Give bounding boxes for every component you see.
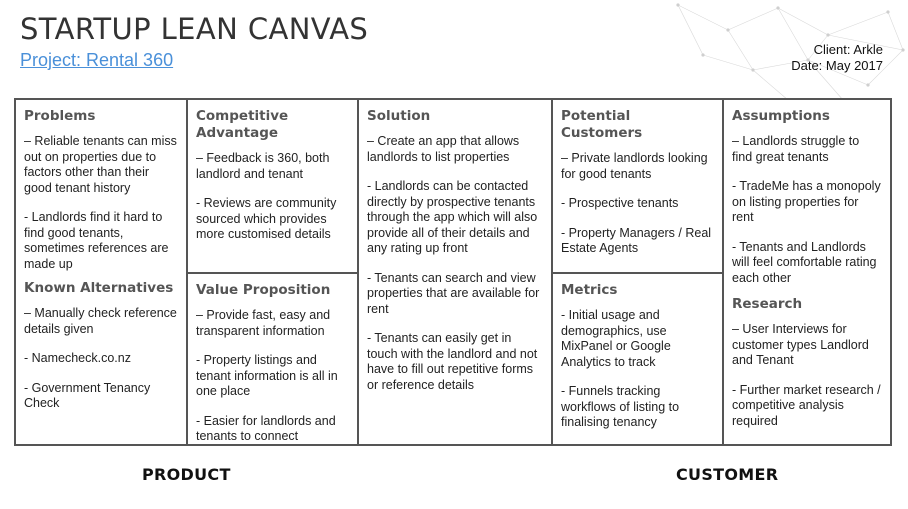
assumptions-section: Assumptions – Landlords struggle to find… [722, 100, 890, 444]
problems-title: Problems [24, 108, 96, 124]
solution-section: Solution – Create an app that allows lan… [357, 100, 551, 444]
potential-customers-item: - Prospective tenants [561, 196, 679, 210]
metrics-title: Metrics [561, 282, 618, 298]
problems-section: Problems – Reliable tenants can miss out… [16, 100, 186, 444]
value-proposition-item: - Easier for landlords and tenants to co… [196, 413, 336, 444]
value-proposition-item: - Property listings and tenant informati… [196, 353, 338, 398]
competitive-advantage-item: – Feedback is 360, both landlord and ten… [196, 151, 330, 181]
competitive-advantage-item: - Reviews are community sourced which pr… [196, 196, 337, 241]
customer-label: CUSTOMER [676, 465, 779, 484]
network-decoration [676, 3, 905, 102]
solution-title: Solution [367, 108, 431, 124]
potential-customers-title: Potential Customers [561, 108, 643, 141]
page-title: STARTUP LEAN CANVAS [20, 12, 369, 46]
research-title: Research [732, 296, 803, 312]
metrics-section: Metrics - Initial usage and demographics… [551, 272, 722, 444]
value-proposition-title: Value Proposition [196, 282, 331, 298]
assumptions-item: - Tenants and Landlords will feel comfor… [732, 239, 877, 285]
solution-item: - Tenants can easily get in touch with t… [367, 331, 538, 392]
known-alternatives-title: Known Alternatives [24, 280, 174, 296]
competitive-advantage-section: Competitive Advantage – Feedback is 360,… [186, 100, 357, 272]
potential-customers-item: – Private landlords looking for good ten… [561, 151, 708, 181]
research-item: - Further market research / competitive … [732, 382, 881, 428]
lean-canvas: Problems – Reliable tenants can miss out… [14, 98, 892, 446]
problems-item: - Landlords find it hard to find good te… [24, 210, 169, 271]
value-proposition-section: Value Proposition – Provide fast, easy a… [186, 272, 357, 444]
assumptions-item: – Landlords struggle to find great tenan… [732, 134, 860, 164]
assumptions-item: - TradeMe has a monopoly on listing prop… [732, 179, 881, 224]
potential-customers-section: Potential Customers – Private landlords … [551, 100, 722, 272]
solution-item: - Landlords can be contacted directly by… [367, 179, 538, 255]
value-proposition-item: – Provide fast, easy and transparent inf… [196, 308, 331, 338]
known-alternatives-item: - Government Tenancy Check [24, 380, 151, 411]
project-link[interactable]: Project: Rental 360 [20, 50, 174, 70]
potential-customers-item: - Property Managers / Real Estate Agents [561, 225, 712, 256]
meta-info: Client: Arkle Date: May 2017 [791, 42, 883, 74]
solution-item: – Create an app that allows landlords to… [367, 134, 520, 164]
known-alternatives-item: – Manually check reference details given [24, 306, 177, 336]
metrics-item: - Funnels tracking workflows of listing … [561, 384, 680, 429]
research-item: – User Interviews for customer types Lan… [732, 322, 869, 367]
metrics-item: - Initial usage and demographics, use Mi… [561, 308, 671, 369]
assumptions-title: Assumptions [732, 108, 830, 124]
client-label: Client: Arkle [813, 42, 883, 57]
problems-item: – Reliable tenants can miss out on prope… [24, 134, 177, 195]
product-label: PRODUCT [142, 465, 231, 484]
date-label: Date: May 2017 [791, 58, 883, 73]
known-alternatives-item: - Namecheck.co.nz [24, 351, 131, 365]
solution-item: - Tenants can search and view properties… [367, 270, 540, 316]
competitive-advantage-title: Competitive Advantage [196, 108, 289, 141]
